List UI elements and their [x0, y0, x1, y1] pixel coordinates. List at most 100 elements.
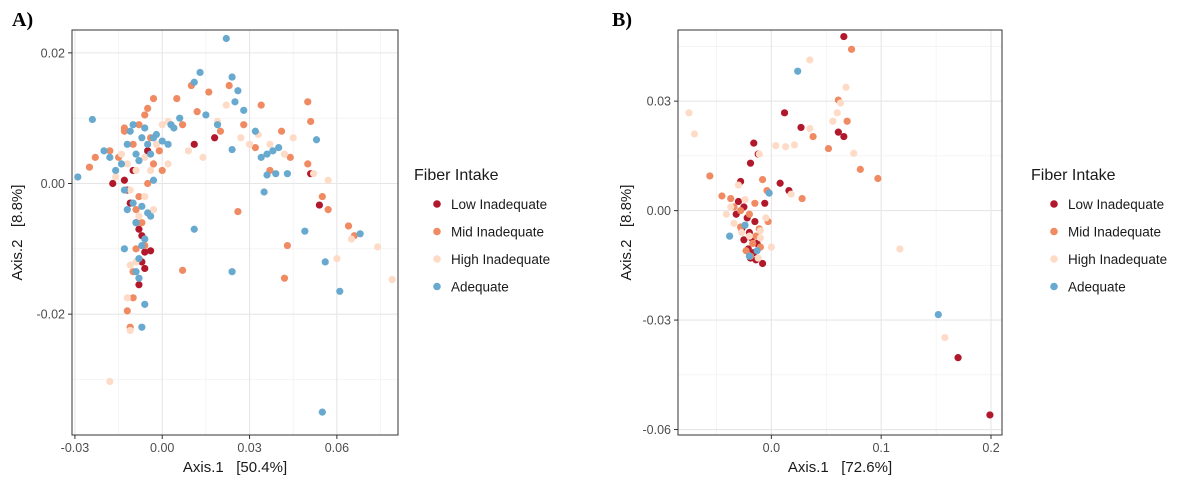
- plot-background: [72, 30, 398, 435]
- data-point: [123, 140, 131, 148]
- data-point: [132, 150, 140, 158]
- data-point: [190, 78, 198, 86]
- data-point: [141, 248, 149, 256]
- data-point: [251, 143, 259, 152]
- data-point: [213, 121, 222, 129]
- data-point: [344, 222, 353, 230]
- data-point: [304, 160, 312, 168]
- data-point: [132, 206, 140, 214]
- data-point: [184, 147, 193, 155]
- data-point: [829, 117, 837, 125]
- data-point: [798, 194, 806, 203]
- x-axis-title: Axis.1 [72.6%]: [788, 459, 892, 476]
- x-axis-title: Axis.1 [50.4%]: [183, 459, 287, 476]
- data-point: [144, 140, 152, 148]
- legend-key: [1050, 282, 1058, 291]
- data-point: [135, 212, 143, 220]
- x-tick-label: 0.03: [237, 441, 261, 455]
- data-point: [120, 245, 128, 253]
- data-point: [843, 117, 851, 125]
- data-point: [762, 214, 770, 222]
- data-point: [141, 124, 149, 132]
- data-point: [123, 294, 131, 302]
- data-point: [751, 199, 759, 207]
- data-point: [934, 310, 942, 319]
- data-point: [146, 212, 155, 220]
- data-point: [106, 377, 114, 386]
- data-point: [318, 192, 326, 201]
- legend-title: Fiber Intake: [1031, 167, 1116, 184]
- data-point: [74, 173, 82, 181]
- data-point: [840, 32, 848, 41]
- data-point: [123, 160, 131, 168]
- data-point: [158, 137, 166, 145]
- data-point: [941, 333, 949, 342]
- data-point: [756, 227, 764, 235]
- data-point: [797, 123, 805, 132]
- data-point: [749, 239, 757, 248]
- data-point: [790, 141, 799, 149]
- data-point: [112, 166, 120, 175]
- panel-a: A) -0.03 0.00 0.03 0.06 -0.02 0.00 0.02 Axis.1 […: [9, 9, 550, 476]
- data-point: [726, 232, 734, 240]
- legend-key: [1050, 200, 1058, 208]
- data-point: [874, 174, 882, 183]
- data-point: [834, 128, 842, 136]
- data-point: [91, 153, 99, 161]
- legend-label: Mid Inadequate: [451, 225, 544, 240]
- data-point: [152, 130, 161, 139]
- data-point: [117, 160, 126, 168]
- data-point: [718, 192, 726, 200]
- legend-title: Fiber Intake: [414, 167, 499, 184]
- data-point: [135, 225, 143, 233]
- data-point: [257, 101, 265, 109]
- data-point: [152, 140, 161, 148]
- legend-label: Low Inadequate: [1068, 197, 1164, 212]
- data-point: [312, 136, 321, 144]
- data-point: [740, 236, 748, 244]
- data-point: [289, 134, 297, 142]
- data-point: [750, 139, 758, 147]
- data-point: [149, 176, 158, 184]
- data-point: [120, 176, 128, 184]
- data-point: [141, 300, 149, 308]
- data-point: [280, 274, 289, 282]
- legend-key: [433, 200, 441, 208]
- data-point: [263, 171, 271, 179]
- plot-border: [71, 29, 399, 436]
- data-point: [144, 104, 152, 112]
- data-point: [780, 109, 789, 117]
- data-point: [776, 179, 784, 187]
- data-point: [231, 98, 239, 106]
- data-point: [727, 194, 735, 203]
- data-point: [388, 275, 396, 284]
- data-point: [263, 150, 271, 158]
- data-point: [179, 121, 187, 129]
- data-point: [173, 94, 181, 103]
- data-point: [685, 109, 693, 117]
- data-point: [840, 132, 848, 141]
- data-point: [806, 56, 814, 64]
- data-point: [135, 255, 143, 263]
- data-point: [205, 88, 213, 96]
- data-point: [199, 153, 207, 161]
- data-point: [742, 247, 750, 255]
- data-point: [347, 235, 356, 243]
- data-point: [286, 153, 294, 161]
- data-point: [126, 127, 134, 135]
- data-point: [126, 186, 134, 194]
- data-point: [257, 153, 265, 161]
- data-point: [141, 192, 149, 201]
- data-point: [117, 150, 126, 158]
- data-point: [170, 124, 178, 132]
- data-point: [120, 186, 128, 194]
- data-point: [304, 98, 312, 106]
- data-point: [202, 111, 210, 119]
- data-point: [706, 172, 714, 180]
- y-axis-title: Axis.2 [8.8%]: [618, 185, 635, 281]
- data-point: [129, 140, 137, 148]
- data-point: [100, 147, 108, 155]
- data-point: [324, 206, 332, 214]
- data-point: [722, 210, 730, 218]
- data-point: [850, 149, 858, 157]
